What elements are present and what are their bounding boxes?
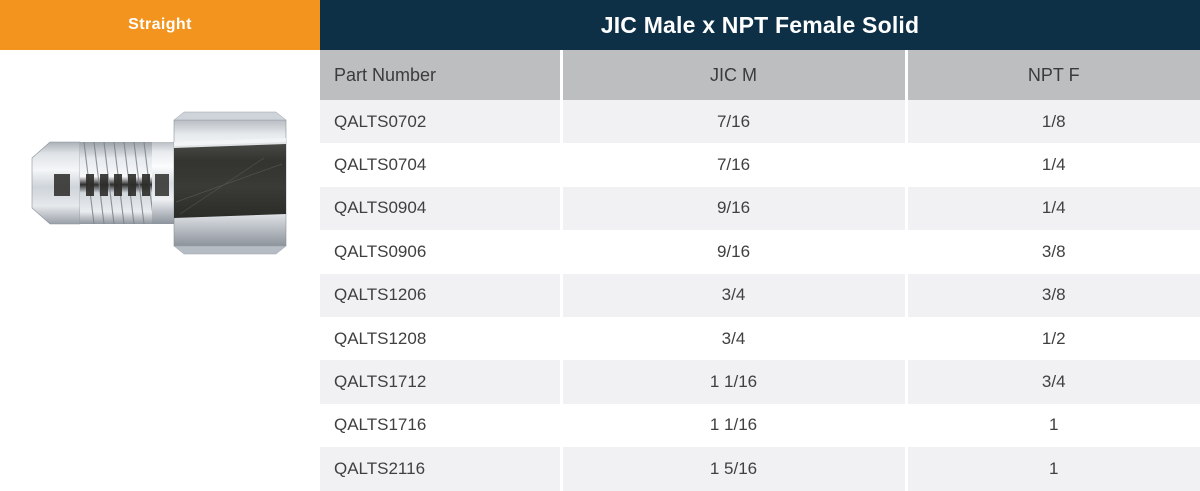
cell-npt-f: 3/8	[906, 230, 1200, 274]
cell-jic-m: 9/16	[561, 230, 908, 274]
product-title-bar: JIC Male x NPT Female Solid	[320, 0, 1200, 50]
cell-part-number: QALTS1716	[320, 403, 563, 448]
cell-jic-m: 3/4	[561, 316, 908, 361]
cell-part-number: QALTS2116	[320, 447, 563, 491]
table-header-row: Part Number JIC M NPT F	[320, 50, 1200, 100]
column-header-npt-f: NPT F	[906, 50, 1200, 100]
cell-part-number: QALTS1206	[320, 273, 563, 317]
hydraulic-fitting-illustration	[31, 111, 287, 255]
category-label: Straight	[128, 16, 192, 33]
cell-npt-f: 1	[906, 403, 1200, 448]
cell-npt-f: 1	[906, 447, 1200, 491]
cell-npt-f: 3/4	[906, 360, 1200, 404]
cell-npt-f: 1/4	[906, 143, 1200, 187]
cell-jic-m: 1 1/16	[561, 403, 908, 448]
table-row[interactable]: QALTS1712 1 1/16 3/4	[320, 360, 1200, 404]
table-row[interactable]: QALTS1208 3/4 1/2	[320, 316, 1200, 361]
cell-part-number: QALTS1712	[320, 360, 563, 404]
cell-jic-m: 7/16	[561, 143, 908, 187]
cell-part-number: QALTS0906	[320, 230, 563, 274]
column-header-jic-m: JIC M	[561, 50, 908, 100]
cell-jic-m: 3/4	[561, 273, 908, 317]
category-banner: Straight	[0, 0, 320, 50]
page-title: JIC Male x NPT Female Solid	[600, 11, 920, 38]
table-row[interactable]: QALTS1716 1 1/16 1	[320, 403, 1200, 448]
table-row[interactable]: QALTS0702 7/16 1/8	[320, 100, 1200, 144]
product-image-panel: Straight	[0, 0, 320, 490]
table-row[interactable]: QALTS2116 1 5/16 1	[320, 447, 1200, 491]
table-row[interactable]: QALTS0904 9/16 1/4	[320, 186, 1200, 231]
cell-npt-f: 1/2	[906, 316, 1200, 361]
cell-jic-m: 1 1/16	[561, 360, 908, 404]
cell-part-number: QALTS0704	[320, 143, 563, 187]
cell-part-number: QALTS0702	[320, 100, 563, 144]
spec-table-panel: JIC Male x NPT Female Solid Part Number …	[320, 0, 1200, 491]
cell-npt-f: 1/4	[906, 186, 1200, 231]
cell-npt-f: 1/8	[906, 100, 1200, 144]
table-row[interactable]: QALTS0704 7/16 1/4	[320, 143, 1200, 187]
table-row[interactable]: QALTS0906 9/16 3/8	[320, 230, 1200, 274]
cell-jic-m: 1 5/16	[561, 447, 908, 491]
column-header-part-number: Part Number	[320, 50, 563, 100]
cell-jic-m: 9/16	[561, 186, 908, 231]
cell-jic-m: 7/16	[561, 100, 908, 144]
specification-table: Part Number JIC M NPT F QALTS0702 7/16 1…	[320, 50, 1200, 491]
cell-part-number: QALTS1208	[320, 316, 563, 361]
table-header: Part Number JIC M NPT F	[320, 50, 1200, 100]
product-photo	[0, 50, 320, 490]
cell-part-number: QALTS0904	[320, 186, 563, 231]
table-body: QALTS0702 7/16 1/8 QALTS0704 7/16 1/4 QA…	[320, 100, 1200, 491]
cell-npt-f: 3/8	[906, 273, 1200, 317]
table-row[interactable]: QALTS1206 3/4 3/8	[320, 273, 1200, 317]
